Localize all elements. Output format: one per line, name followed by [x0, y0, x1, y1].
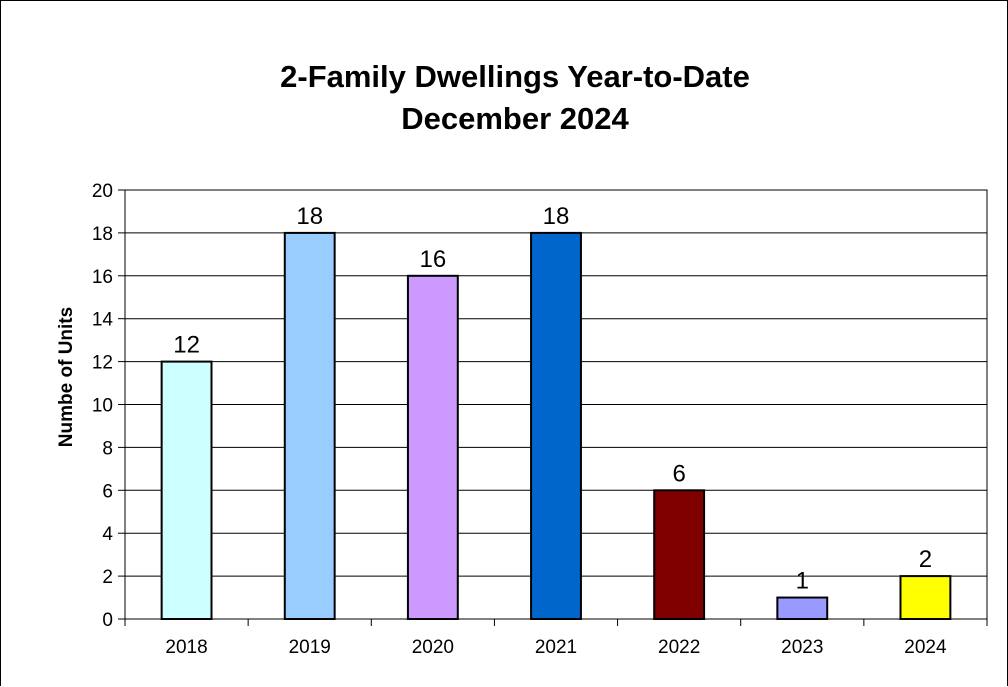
chart-title-line-2: December 2024: [401, 101, 629, 136]
y-axis-label: Numbe of Units: [56, 307, 77, 447]
x-tick-label: 2021: [535, 637, 577, 658]
bar-2024: [899, 575, 952, 620]
y-tick-label: 14: [92, 310, 114, 331]
y-tick-label: 6: [102, 481, 113, 502]
bars: [160, 231, 952, 620]
y-tick-label: 8: [102, 438, 113, 459]
data-label: 18: [543, 203, 570, 230]
y-tick-label: 18: [92, 224, 113, 245]
y-tick-label: 4: [102, 524, 113, 545]
data-label: 6: [672, 460, 685, 487]
axes: [118, 189, 988, 626]
x-tick-label: 2019: [289, 637, 331, 658]
x-tick-label: 2022: [658, 637, 700, 658]
y-tick-label: 20: [92, 181, 113, 202]
data-label: 12: [173, 332, 200, 359]
data-label: 1: [796, 568, 809, 595]
bar-2020: [406, 274, 459, 620]
x-tick-label: 2024: [904, 637, 947, 658]
y-tick-label: 16: [92, 267, 113, 288]
y-tick-label: 2: [102, 567, 113, 588]
y-tick-label: 10: [92, 396, 113, 417]
chart-title-line-1: 2-Family Dwellings Year-to-Date: [280, 59, 750, 94]
x-tick-label: 2020: [412, 637, 454, 658]
data-label: 2: [919, 546, 932, 573]
bar-2023: [776, 596, 829, 620]
x-tick-label: 2023: [781, 637, 823, 658]
x-tick-label: 2018: [165, 637, 207, 658]
bar-2018: [160, 360, 213, 620]
data-label: 16: [420, 246, 447, 273]
y-tick-label: 0: [102, 610, 113, 631]
bar-2022: [653, 489, 706, 620]
data-label: 18: [296, 203, 323, 230]
y-tick-label: 12: [92, 353, 113, 374]
bar-2019: [283, 231, 336, 620]
bar-2021: [530, 231, 582, 620]
